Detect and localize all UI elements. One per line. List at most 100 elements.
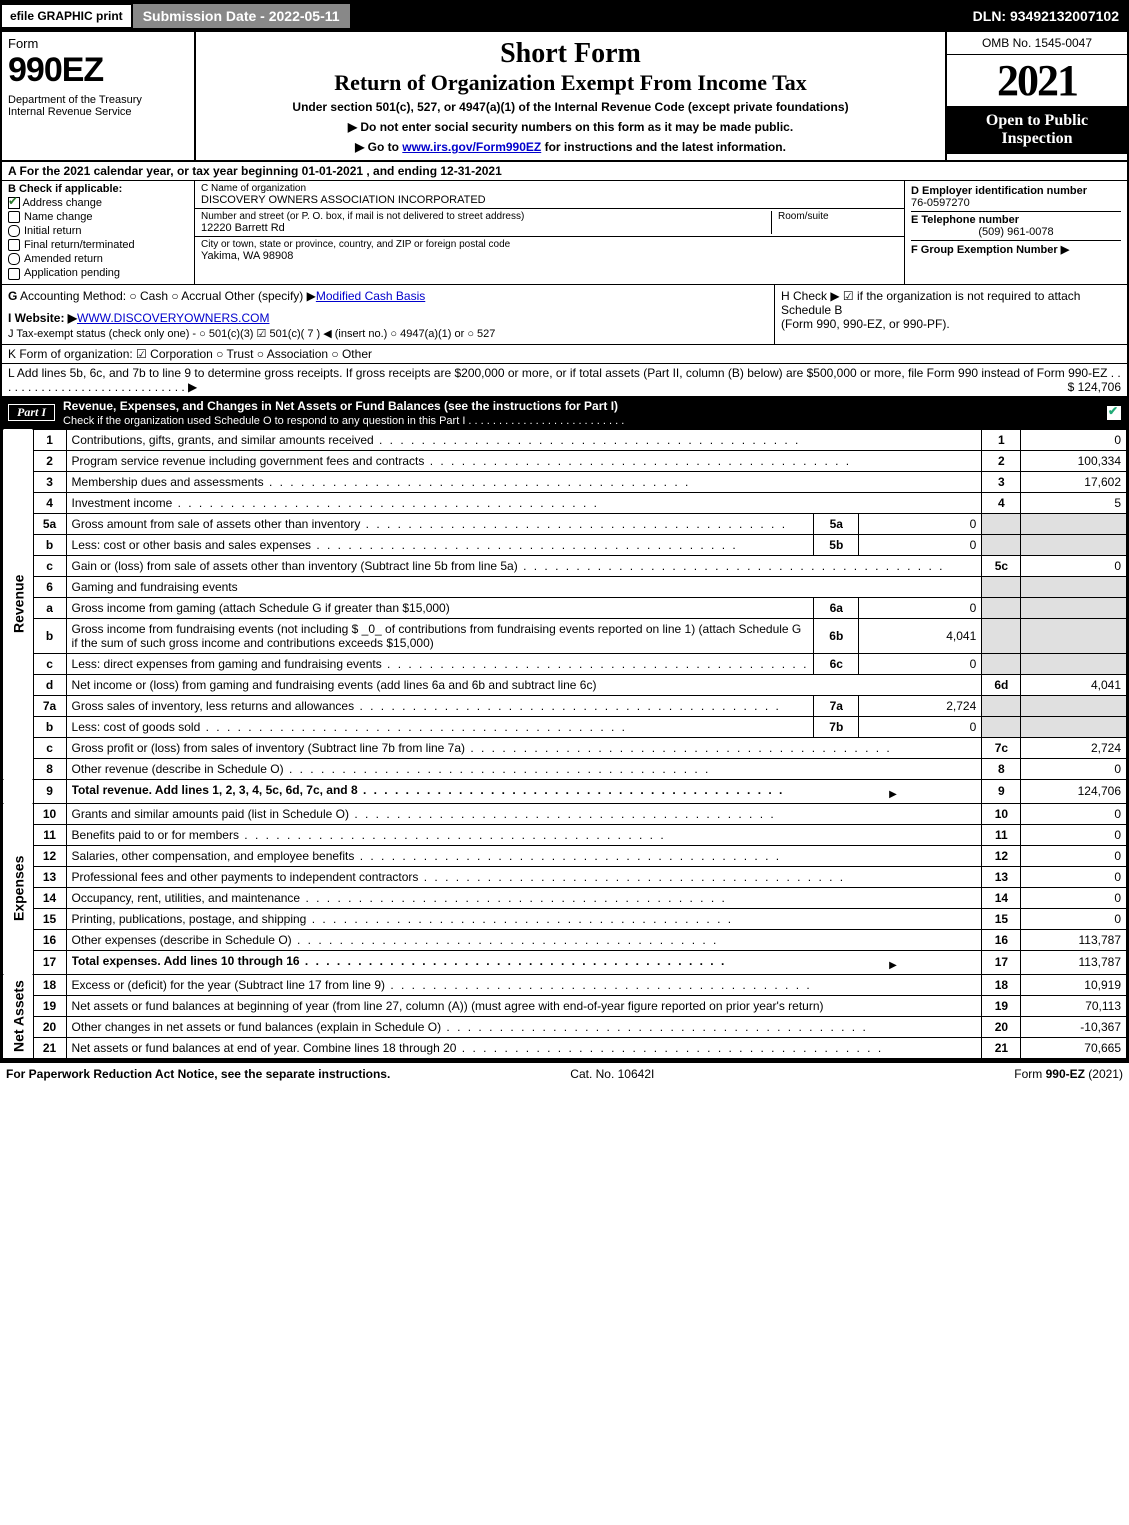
line-no: 20 [33,1016,66,1037]
line-19: 19 Net assets or fund balances at beginn… [3,995,1127,1016]
line-box: 6d [982,674,1021,695]
line-amt: 10,919 [1021,974,1127,995]
note2-post: for instructions and the latest informat… [541,140,786,154]
line-6a: a Gross income from gaming (attach Sched… [3,597,1127,618]
side-blank [3,779,34,803]
line-no: b [33,716,66,737]
line-text: Less: cost of goods sold [66,716,814,737]
line-amt: 113,787 [1021,929,1127,950]
line-amt: 100,334 [1021,450,1127,471]
d-ein: D Employer identification number 76-0597… [911,183,1121,212]
line-amt: -10,367 [1021,1016,1127,1037]
sub-amt: 2,724 [859,695,982,716]
line-5b: b Less: cost or other basis and sales ex… [3,534,1127,555]
line-amt: 0 [1021,824,1127,845]
line-box: 4 [982,492,1021,513]
irs-link[interactable]: www.irs.gov/Form990EZ [402,140,541,154]
line-text: Gross income from fundraising events (no… [66,618,814,653]
line-5a: 5a Gross amount from sale of assets othe… [3,513,1127,534]
line-no: 17 [33,950,66,974]
cb-app-pending[interactable]: Application pending [8,267,188,279]
gray-cell [982,653,1021,674]
form-header: Form 990EZ Department of the Treasury In… [2,32,1127,162]
tax-year: 2021 [947,55,1127,106]
line-box: 19 [982,995,1021,1016]
line-no: 3 [33,471,66,492]
cb-final-return[interactable]: Final return/terminated [8,239,188,251]
cb-amended[interactable]: Amended return [8,253,188,265]
cb-initial-return[interactable]: Initial return [8,225,188,237]
dept-label: Department of the Treasury Internal Reve… [8,94,188,118]
line-10: Expenses 10 Grants and similar amounts p… [3,803,1127,824]
checkbox-icon [8,197,20,209]
g-method-link[interactable]: Modified Cash Basis [316,289,425,303]
under-section: Under section 501(c), 527, or 4947(a)(1)… [204,100,937,114]
g-text: Accounting Method: ○ Cash ○ Accrual Othe… [20,289,316,303]
line-no: d [33,674,66,695]
arrow-icon [889,957,899,971]
sub-box: 5b [814,534,859,555]
line-no: c [33,555,66,576]
line-amt: 0 [1021,803,1127,824]
line-no: 11 [33,824,66,845]
line-amt: 0 [1021,908,1127,929]
part1-pill: Part I [8,404,55,421]
line-no: 21 [33,1037,66,1058]
sub-amt: 0 [859,597,982,618]
city-value: Yakima, WA 98908 [201,250,898,262]
line-box: 15 [982,908,1021,929]
line-6d: d Net income or (loss) from gaming and f… [3,674,1127,695]
sub-box: 6b [814,618,859,653]
line-no: b [33,534,66,555]
l-text: L Add lines 5b, 6c, and 7b to line 9 to … [8,366,1121,394]
line-box: 13 [982,866,1021,887]
cb-label: Amended return [24,253,103,265]
line-box: 8 [982,758,1021,779]
arrow-icon [889,786,899,800]
submission-date: Submission Date - 2022-05-11 [133,4,352,28]
e-phone: E Telephone number (509) 961-0078 [911,212,1121,241]
line-21: 21 Net assets or fund balances at end of… [3,1037,1127,1058]
line-box: 17 [982,950,1021,974]
footer: For Paperwork Reduction Act Notice, see … [0,1061,1129,1085]
sub-amt: 0 [859,513,982,534]
cb-address-change[interactable]: Address change [8,197,188,209]
line-text: Gain or (loss) from sale of assets other… [66,555,982,576]
sub-amt: 4,041 [859,618,982,653]
line-20: 20 Other changes in net assets or fund b… [3,1016,1127,1037]
sub-box: 7a [814,695,859,716]
website-link[interactable]: WWW.DISCOVERYOWNERS.COM [77,311,269,325]
i-label: I Website: ▶ [8,311,77,325]
header-right: OMB No. 1545-0047 2021 Open to Public In… [945,32,1127,160]
line-text: Other changes in net assets or fund bala… [66,1016,982,1037]
line-amt: 0 [1021,429,1127,450]
cb-label: Name change [24,211,93,223]
gray-cell [982,513,1021,534]
col-h: H Check ▶ ☑ if the organization is not r… [774,285,1127,344]
row-k: K Form of organization: ☑ Corporation ○ … [2,345,1127,364]
revenue-side-label: Revenue [3,429,34,779]
line-14: 14 Occupancy, rent, utilities, and maint… [3,887,1127,908]
part1-checkbox[interactable] [1107,406,1121,420]
gray-cell [1021,618,1127,653]
line-box: 12 [982,845,1021,866]
line-1: Revenue 1 Contributions, gifts, grants, … [3,429,1127,450]
line-no: 19 [33,995,66,1016]
line-amt: 5 [1021,492,1127,513]
line-box: 21 [982,1037,1021,1058]
sub-box: 6c [814,653,859,674]
sub-amt: 0 [859,716,982,737]
line-text: Less: direct expenses from gaming and fu… [66,653,814,674]
gray-cell [1021,576,1127,597]
dln-label: DLN: 93492132007102 [965,4,1127,28]
line-6b: b Gross income from fundraising events (… [3,618,1127,653]
gray-cell [982,597,1021,618]
gray-cell [1021,716,1127,737]
line-no: a [33,597,66,618]
line-text: Occupancy, rent, utilities, and maintena… [66,887,982,908]
sub-amt: 0 [859,534,982,555]
line-no: 18 [33,974,66,995]
cb-name-change[interactable]: Name change [8,211,188,223]
line-16: 16 Other expenses (describe in Schedule … [3,929,1127,950]
lines-table: Revenue 1 Contributions, gifts, grants, … [2,429,1127,1059]
